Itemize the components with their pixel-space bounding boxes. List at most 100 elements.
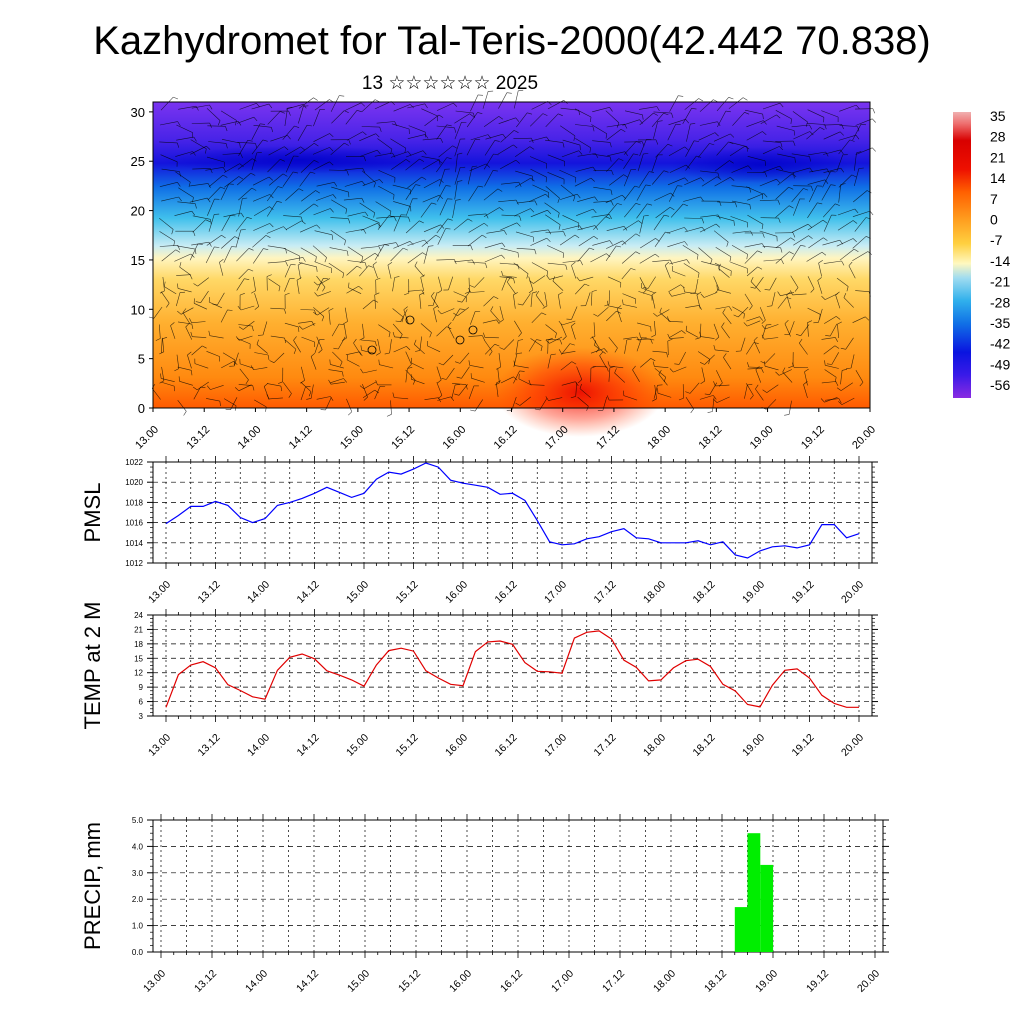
wind-barb bbox=[466, 112, 478, 128]
wind-barb bbox=[599, 355, 607, 369]
wind-barb-flag bbox=[237, 305, 242, 311]
wind-barb bbox=[838, 184, 841, 203]
wind-barb-flag bbox=[517, 264, 520, 270]
wind-barb bbox=[701, 367, 706, 382]
wind-barb-flag bbox=[593, 313, 598, 317]
wind-barb bbox=[641, 287, 655, 294]
wind-barb-flag bbox=[179, 262, 182, 268]
wind-barb-flag bbox=[269, 194, 274, 199]
wind-barb bbox=[197, 277, 209, 287]
wind-barb bbox=[251, 123, 261, 140]
wind-barb-flag bbox=[364, 211, 369, 217]
wind-barb bbox=[175, 171, 191, 183]
wind-barb bbox=[561, 320, 576, 326]
wind-barb bbox=[361, 170, 376, 183]
wind-barb bbox=[762, 146, 780, 155]
wind-barb bbox=[806, 123, 825, 125]
wind-barb bbox=[579, 388, 591, 398]
wind-barb bbox=[461, 290, 471, 303]
wind-barb bbox=[623, 336, 638, 340]
wind-barb-flag bbox=[872, 118, 876, 123]
wind-barb-flag bbox=[482, 335, 485, 341]
wind-barb bbox=[791, 188, 804, 203]
wind-barb bbox=[162, 337, 165, 352]
wind-barb bbox=[531, 312, 542, 324]
wind-barb-flag bbox=[219, 401, 221, 407]
wind-barb bbox=[455, 154, 458, 173]
wind-barb bbox=[190, 183, 209, 187]
wind-barb-flag bbox=[860, 123, 867, 126]
wind-barb-flag bbox=[298, 326, 300, 332]
wind-barb-flag bbox=[616, 245, 622, 248]
wind-barb bbox=[623, 169, 632, 187]
wind-barb-flag bbox=[534, 200, 538, 206]
wind-barb bbox=[315, 194, 334, 201]
wind-barb bbox=[310, 384, 314, 399]
wind-barb bbox=[190, 145, 207, 155]
wind-barb-flag bbox=[670, 192, 675, 197]
wind-barb bbox=[561, 343, 571, 355]
wind-barb bbox=[159, 245, 178, 247]
wind-barb-flag bbox=[755, 366, 760, 370]
wind-barb-flag bbox=[830, 184, 836, 186]
wind-barb-flag bbox=[386, 414, 392, 417]
wind-barb bbox=[502, 275, 517, 278]
wind-barb bbox=[784, 323, 791, 337]
wind-barb bbox=[623, 395, 638, 401]
wind-barb bbox=[698, 132, 716, 141]
wind-barb bbox=[310, 356, 317, 370]
wind-barb bbox=[331, 199, 347, 210]
wind-barb bbox=[393, 214, 402, 232]
wind-barb-flag bbox=[378, 359, 380, 365]
wind-barb-flag bbox=[558, 349, 562, 354]
wind-barb bbox=[746, 266, 758, 277]
wind-barb bbox=[423, 179, 440, 189]
wind-barb-flag bbox=[421, 289, 425, 295]
wind-barb-flag bbox=[530, 208, 535, 213]
wind-barb bbox=[577, 225, 596, 231]
wind-barb bbox=[178, 105, 197, 110]
wind-barb-flag bbox=[528, 289, 534, 294]
wind-barb bbox=[621, 233, 636, 246]
x-tick-label: 20.00 bbox=[855, 968, 882, 995]
x-tick-label: 20.00 bbox=[839, 579, 866, 606]
wind-barb-flag bbox=[614, 347, 618, 353]
wind-barb bbox=[360, 246, 379, 249]
wind-barb bbox=[744, 293, 753, 306]
y-axis-title: PRECIP, mm bbox=[80, 822, 105, 950]
wind-barb bbox=[467, 166, 473, 185]
wind-barb bbox=[607, 151, 625, 157]
wind-barb bbox=[362, 389, 375, 398]
wind-barb-flag bbox=[764, 361, 766, 367]
wind-barb bbox=[284, 108, 288, 127]
wind-barb bbox=[436, 218, 449, 234]
wind-barb-flag bbox=[809, 131, 814, 136]
wind-barb bbox=[420, 202, 432, 218]
wind-barb bbox=[623, 304, 637, 308]
wind-barb-flag bbox=[534, 249, 537, 255]
wind-barb bbox=[496, 382, 499, 397]
wind-barb-flag bbox=[851, 174, 857, 178]
wind-barb bbox=[192, 168, 211, 170]
wind-barb-flag bbox=[318, 349, 323, 354]
wind-barb-flag bbox=[431, 292, 435, 297]
wind-barb bbox=[775, 186, 789, 200]
wind-barb bbox=[519, 396, 532, 406]
wind-barb-flag bbox=[393, 194, 395, 200]
wind-barb-flag bbox=[424, 103, 428, 109]
wind-barb-flag bbox=[238, 326, 244, 330]
wind-barb-flag bbox=[260, 123, 266, 125]
wind-barb bbox=[823, 214, 832, 232]
wind-barb bbox=[438, 145, 453, 158]
wind-barb bbox=[439, 169, 446, 187]
wind-barb bbox=[605, 245, 617, 261]
x-tick-label: 16.00 bbox=[440, 424, 468, 452]
wind-barb-flag bbox=[220, 186, 226, 190]
wind-barb-flag bbox=[663, 112, 669, 116]
wind-barb-flag bbox=[518, 89, 524, 92]
wind-barb-flag bbox=[322, 287, 326, 292]
wind-barb bbox=[715, 306, 730, 310]
wind-barb bbox=[436, 382, 443, 396]
wind-barb bbox=[560, 361, 572, 371]
